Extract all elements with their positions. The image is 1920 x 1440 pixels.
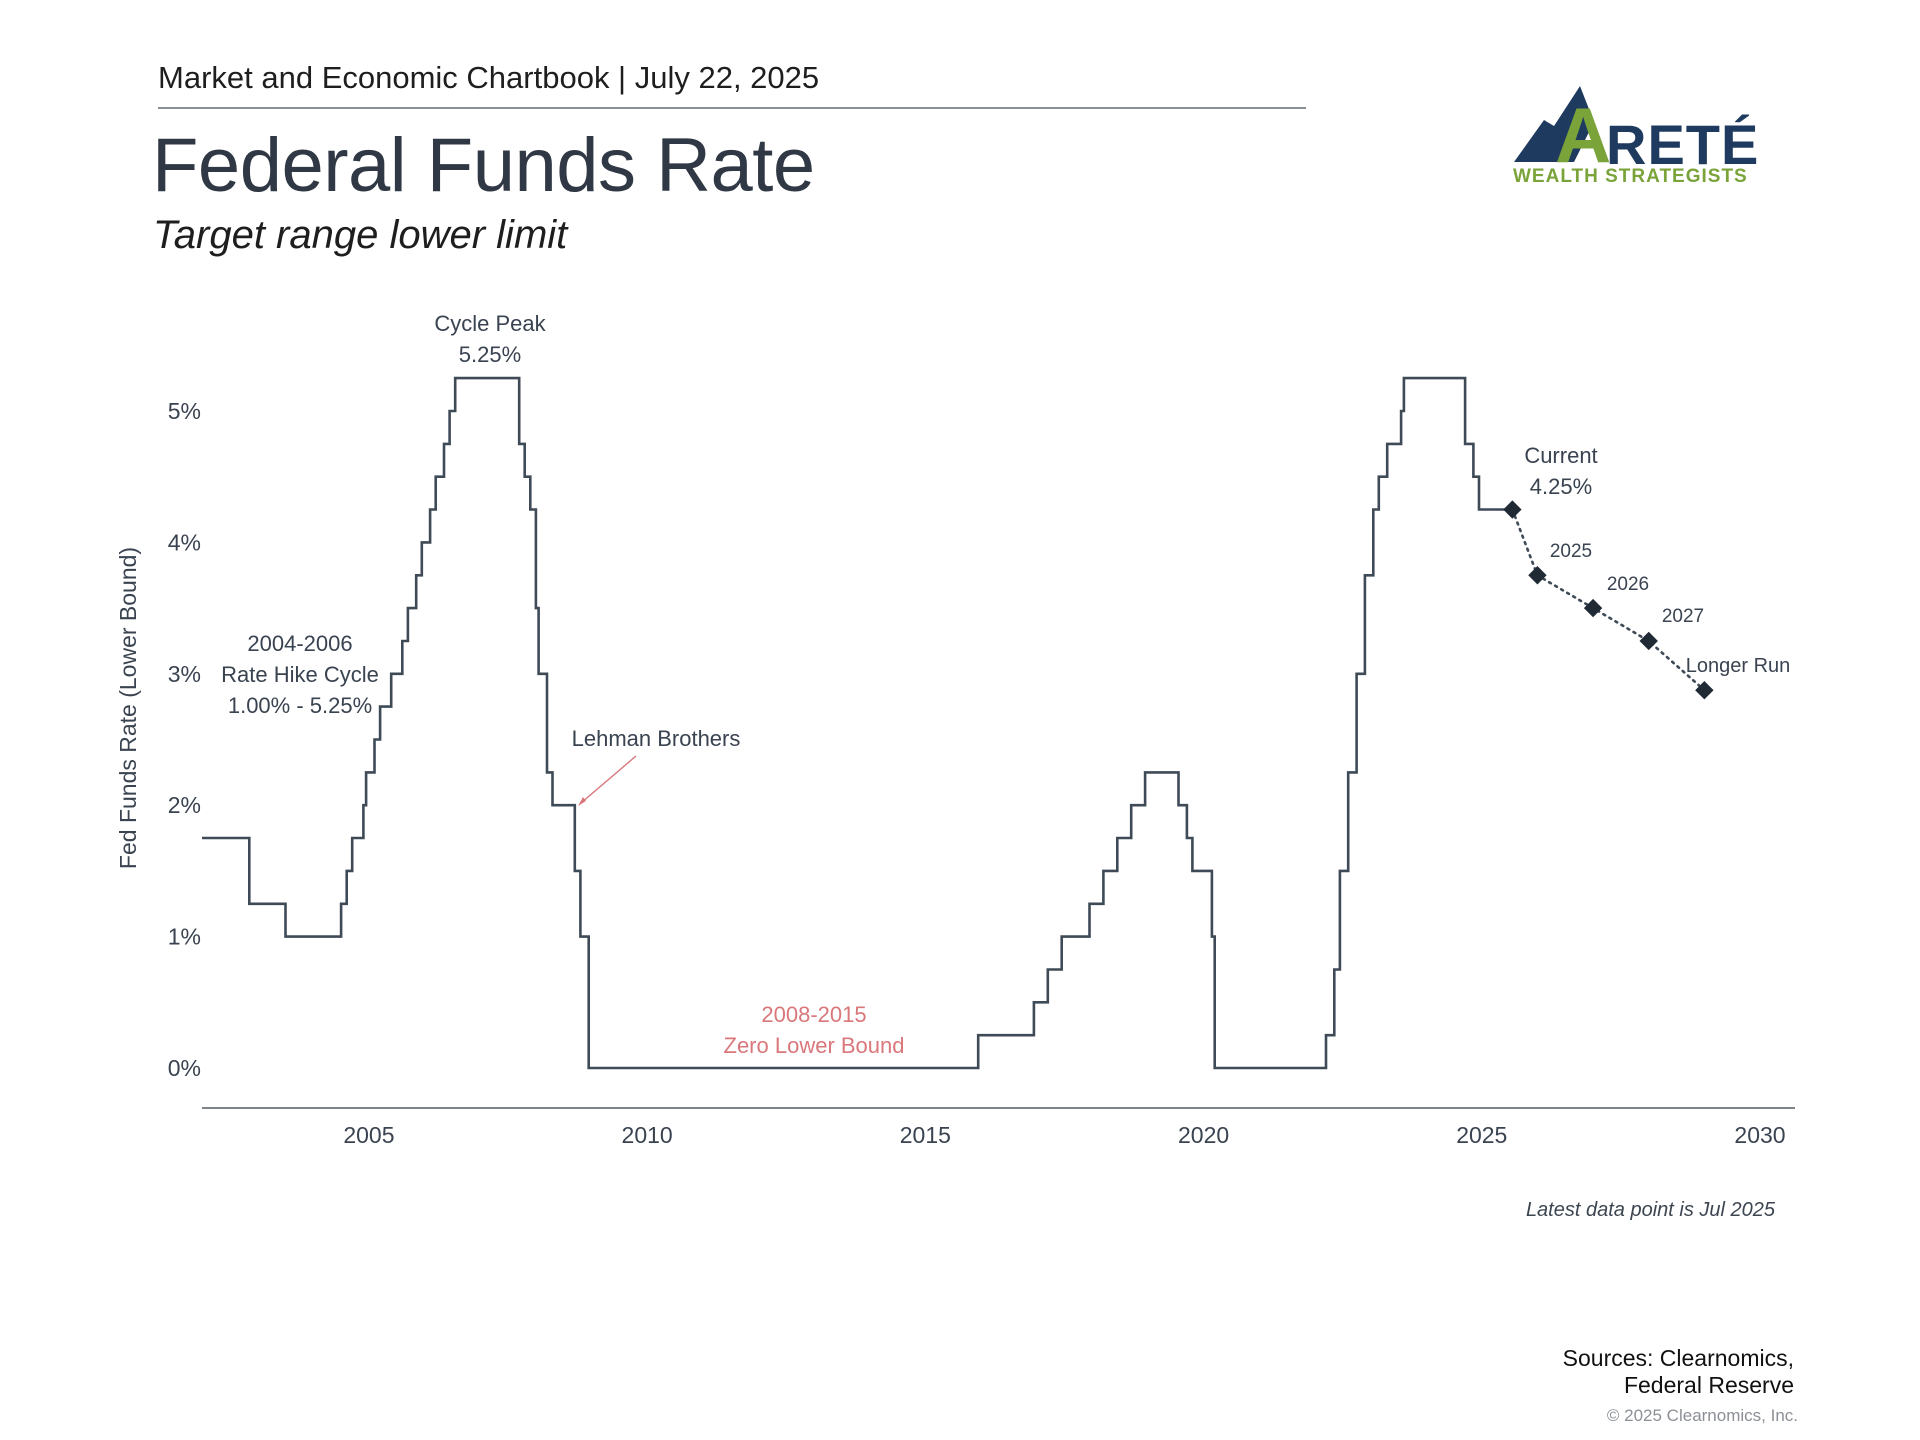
y-tick-label: 4% xyxy=(168,529,201,555)
x-tick-label: 2020 xyxy=(1178,1122,1229,1148)
lehman-label: Lehman Brothers xyxy=(572,726,741,751)
lehman-arrow-line xyxy=(580,755,637,804)
logo-wordmark: RETÉ xyxy=(1606,113,1760,176)
projection-marker xyxy=(1503,500,1522,519)
cycle-peak-value-label: 5.25% xyxy=(459,342,521,367)
y-tick-label: 2% xyxy=(168,792,201,818)
projection-2027-label: 2027 xyxy=(1662,606,1704,627)
y-axis-label: Fed Funds Rate (Lower Bound) xyxy=(115,547,141,869)
zlb-years-label: 2008-2015 xyxy=(761,1002,866,1027)
copyright: © 2025 Clearnomics, Inc. xyxy=(1606,1406,1798,1425)
projection-dotted-line xyxy=(1511,508,1706,692)
x-tick-label: 2030 xyxy=(1734,1122,1785,1148)
y-tick-label: 5% xyxy=(168,398,201,424)
projection-longer-run-label: Longer Run xyxy=(1686,655,1791,677)
projection-marker xyxy=(1583,598,1603,618)
zlb-title-label: Zero Lower Bound xyxy=(724,1033,905,1058)
hike-cycle-range-label: 1.00% - 5.25% xyxy=(228,693,372,718)
hike-cycle-title-label: Rate Hike Cycle xyxy=(221,662,379,687)
y-tick-label: 3% xyxy=(168,661,201,687)
current-value-label: 4.25% xyxy=(1530,474,1592,499)
projection-marker xyxy=(1528,566,1547,585)
lehman-arrow-head xyxy=(578,797,586,806)
x-tick-label: 2015 xyxy=(900,1122,951,1148)
current-label: Current xyxy=(1524,443,1597,468)
latest-data-note: Latest data point is Jul 2025 xyxy=(1525,1199,1775,1221)
sources-line-2: Federal Reserve xyxy=(1623,1372,1794,1398)
sources-block: Sources: Clearnomics, Federal Reserve xyxy=(1563,1345,1794,1399)
page-subtitle: Target range lower limit xyxy=(153,213,568,257)
logo-mountain-shape xyxy=(1514,86,1594,162)
sources-line-1: Sources: Clearnomics, xyxy=(1562,1345,1794,1371)
projection-marker xyxy=(1639,631,1658,651)
projection-2026-label: 2026 xyxy=(1607,574,1649,595)
header-divider xyxy=(158,107,1306,109)
page-title: Federal Funds Rate xyxy=(152,123,815,208)
logo-tagline: WEALTH STRATEGISTS xyxy=(1513,166,1748,187)
arete-logo-icon: A xyxy=(1514,86,1611,179)
y-tick-label: 0% xyxy=(168,1055,201,1081)
cycle-peak-label: Cycle Peak xyxy=(434,311,546,336)
fed-funds-step-line xyxy=(202,376,1513,1070)
projection-marker xyxy=(1695,681,1714,700)
x-tick-label: 2010 xyxy=(622,1122,673,1148)
x-tick-label: 2025 xyxy=(1456,1122,1507,1148)
logo-letter-a: A xyxy=(1555,91,1611,179)
chartbook-header: Market and Economic Chartbook | July 22,… xyxy=(158,60,820,95)
projection-2025-label: 2025 xyxy=(1550,541,1592,562)
x-tick-label: 2005 xyxy=(343,1122,394,1148)
y-tick-label: 1% xyxy=(168,924,201,950)
hike-cycle-years-label: 2004-2006 xyxy=(247,631,352,656)
